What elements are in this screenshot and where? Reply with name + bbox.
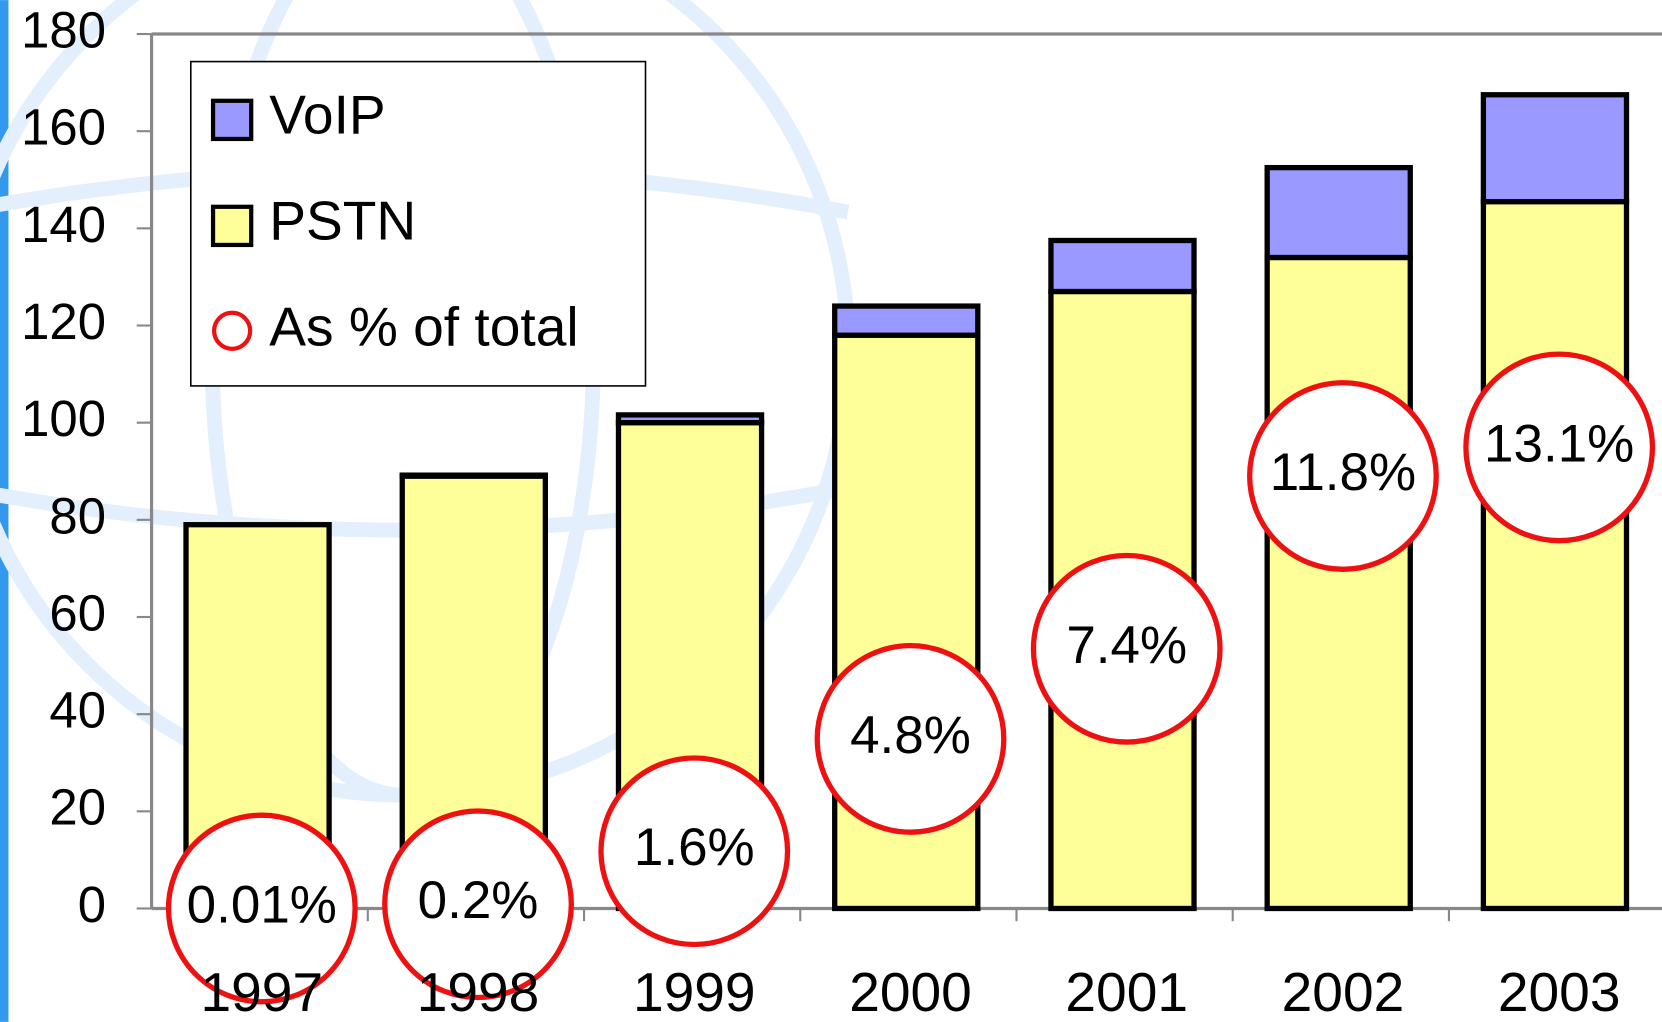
bar-segment (1267, 168, 1410, 258)
x-tick-label: 2002 (1282, 961, 1405, 1022)
percent-label: 4.8% (850, 706, 971, 765)
bar-segment (1051, 240, 1194, 291)
y-tick-label: 120 (21, 293, 106, 350)
x-tick-label: 1999 (633, 961, 756, 1022)
bar-segment (1267, 257, 1410, 908)
legend-label: VoIP (269, 83, 385, 145)
legend-swatch (213, 207, 251, 245)
bar-segment (402, 475, 545, 476)
x-tick-label: 1997 (201, 961, 324, 1022)
bar-segment (618, 415, 761, 423)
y-tick-label: 140 (21, 196, 106, 253)
x-tick-label: 1998 (417, 961, 540, 1022)
y-tick-label: 100 (21, 390, 106, 447)
y-tick-label: 60 (49, 584, 106, 641)
percent-label: 1.6% (634, 818, 755, 877)
bar-segment (1483, 202, 1626, 909)
y-tick-label: 180 (21, 1, 106, 58)
bar-segment (835, 306, 978, 335)
y-tick-label: 160 (21, 99, 106, 156)
bar-segment (1483, 95, 1626, 202)
y-tick-label: 0 (78, 876, 106, 933)
percent-label: 11.8% (1270, 443, 1416, 502)
legend-label: PSTN (269, 189, 416, 251)
percent-label: 0.2% (418, 871, 539, 930)
y-tick-label: 40 (49, 682, 106, 739)
x-tick-label: 2000 (849, 961, 972, 1022)
page: {"chart_data": {"type": "bar", "stacked"… (0, 0, 1662, 1022)
percent-label: 0.01% (187, 875, 337, 934)
percent-label: 13.1% (1484, 414, 1634, 473)
chart: 0 20 40 60 80 100 120 140 160 180 0.01% 1997 0.2% 199… (0, 0, 1662, 1022)
x-tick-label: 2003 (1498, 961, 1621, 1022)
percent-label: 7.4% (1066, 616, 1187, 675)
y-tick-label: 20 (49, 779, 106, 836)
legend-label: As % of total (269, 295, 578, 357)
legend-swatch (214, 313, 250, 349)
y-tick-label: 80 (49, 487, 106, 544)
legend-swatch (213, 101, 251, 139)
x-tick-label: 2001 (1065, 961, 1188, 1022)
